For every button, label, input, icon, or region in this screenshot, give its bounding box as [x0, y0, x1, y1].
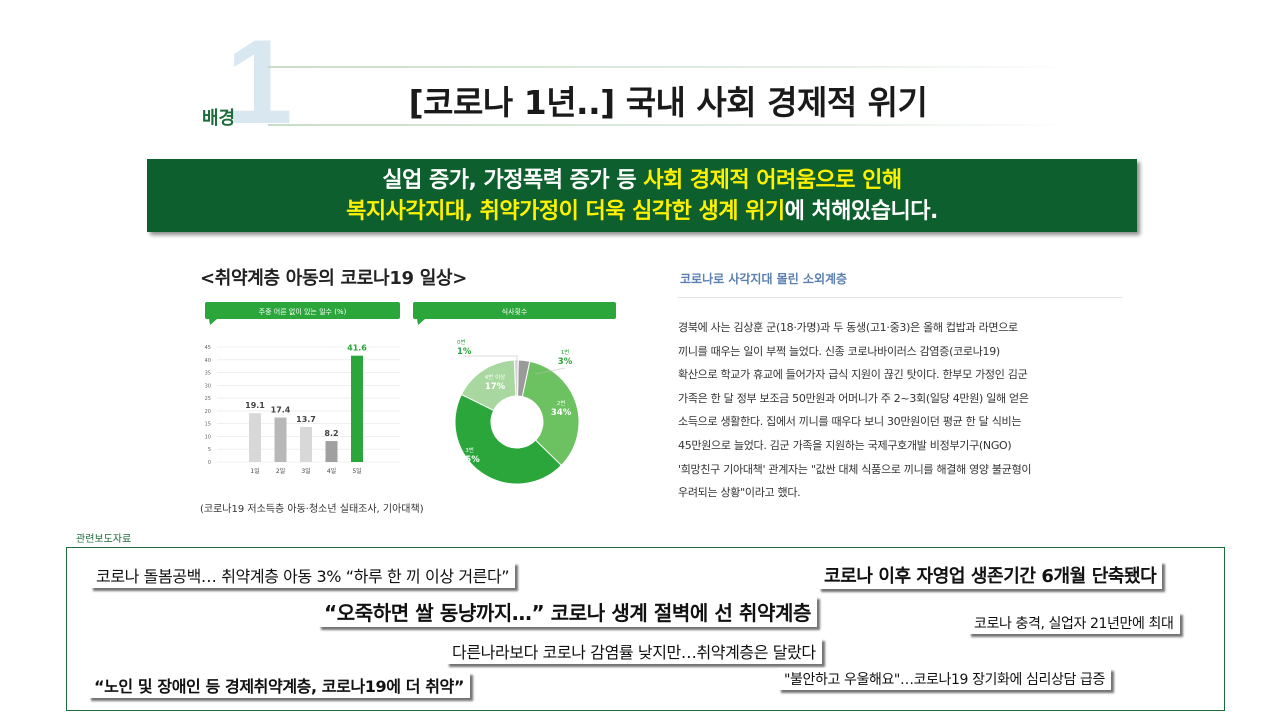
bar-y-tick-label: 0: [208, 460, 211, 466]
chart-title-tab: [413, 302, 616, 319]
article-line: 끼니를 때우는 일이 부쩍 늘었다. 신종 코로나바이러스 감염증(코로나19): [678, 344, 1000, 358]
chart-title: <취약계층 아동의 코로나19 일상>: [200, 268, 468, 289]
chart-title-tab: [205, 302, 400, 319]
news-headline: 코로나 이후 자영업 생존기간 6개월 단축됐다: [818, 561, 1163, 589]
news-box: [66, 547, 1225, 711]
pie-slice: [521, 360, 580, 467]
article-line: 소득으로 생활한다. 집에서 끼니를 때우다 보니 30만원이던 평균 한 달 …: [678, 415, 1022, 429]
pie-slice-label: 4번 이상: [485, 373, 505, 381]
section-label: 배경: [202, 108, 236, 129]
bar-x-tick-label: 1일: [250, 467, 259, 475]
bar-value-label: 8.2: [324, 429, 338, 438]
article-line: 가족은 한 달 정부 보조금 50만원과 어머니가 주 2~3회(일당 4만원)…: [678, 391, 1029, 405]
news-headline: 다른나라보다 코로나 감염률 낮지만…취약계층은 달랐다: [446, 638, 822, 664]
article-line: 경북에 사는 김상훈 군(18·가명)과 두 동생(고1·중3)은 올해 컵밥과…: [678, 321, 1018, 334]
banner-line-1: 실업 증가, 가정폭력 증가 등 사회 경제적 어려움으로 인해: [147, 165, 1137, 196]
bar-y-tick-label: 35: [205, 371, 211, 377]
article-line: 우려되는 상황"이라고 했다.: [678, 486, 801, 500]
article-line: '희망친구 기아대책' 관계자는 "값싼 대체 식품으로 끼니를 해결해 영양 …: [678, 462, 1032, 476]
chart-subtitle: 주중 어른 없이 있는 일수 (%): [259, 307, 347, 316]
bar-y-tick-label: 45: [205, 345, 211, 351]
pie-slice-value: 45%: [459, 455, 480, 465]
chart-title-tab-notch: [417, 319, 425, 325]
pie-leader-line: [463, 355, 518, 362]
news-headline: “오죽하면 쌀 동냥까지…” 코로나 생계 절벽에 선 취약계층: [318, 596, 818, 627]
chart-figure: 주중 어른 없이 있는 일수 (%) 0 5 10 15 20 25 30 35 40 45 19.1…: [205, 302, 616, 485]
pie-slice-value: 1%: [457, 347, 472, 357]
bar-y-tick-label: 20: [205, 409, 211, 415]
bar-value-label: 19.1: [245, 401, 265, 410]
banner-line-1-highlight: 사회 경제적 어려움으로 인해: [643, 168, 902, 193]
article-line: 45만원으로 늘었다. 김군 가족을 지원하는 국제구호개발 비정부기구(NGO…: [678, 438, 1012, 452]
news-headline: "불안하고 우울해요"…코로나19 장기화에 심리상담 급증: [778, 668, 1111, 690]
page-title: [코로나 1년..] 국내 사회 경제적 위기: [408, 83, 928, 122]
pie-slice-value: 3%: [558, 357, 573, 367]
news-headline: 코로나 충격, 실업자 21년만에 최대: [968, 612, 1180, 634]
bar-x-tick-label: 4일: [327, 467, 336, 475]
bar: [249, 413, 261, 462]
bar-x-tick-label: 3일: [301, 467, 310, 475]
chart-title-tab-notch: [209, 319, 217, 325]
pie-slice: [513, 359, 519, 397]
summary-banner: 실업 증가, 가정폭력 증가 등 사회 경제적 어려움으로 인해 복지사각지대,…: [147, 159, 1137, 232]
pie-leader-line: [534, 367, 566, 375]
banner-line-2-highlight: 복지사각지대, 취약가정이 더욱 심각한 생계 위기: [346, 199, 785, 224]
bar-y-tick-label: 10: [205, 434, 211, 440]
banner-line-2-text: 에 처해있습니다.: [784, 199, 939, 224]
title-rule-top: [268, 66, 1078, 68]
pie-slice-label: 1번: [561, 348, 570, 356]
bar-y-tick-label: 40: [205, 358, 211, 364]
bar-y-tick-label: 5: [208, 447, 211, 453]
bar-value-label: 17.4: [271, 406, 291, 415]
pie-slice-label: 3번: [465, 446, 474, 454]
chart-subtitle: 식사횟수: [502, 307, 528, 316]
article-title: 코로나로 사각지대 몰린 소외계층: [680, 272, 848, 286]
bar-y-tick-label: 30: [205, 383, 211, 389]
article-body: 경북에 사는 김상훈 군(18·가명)과 두 동생(고1·중3)은 올해 컵밥과…: [678, 316, 1128, 505]
bar-value-label: 41.6: [347, 344, 367, 353]
bar: [325, 441, 338, 462]
news-section-label: 관련보도자료: [76, 534, 132, 545]
bar: [351, 355, 363, 462]
article-line: 확산으로 학교가 휴교에 들어가자 급식 지원이 끊긴 탓이다. 한부모 가정인…: [678, 368, 1028, 382]
news-headline: 코로나 돌봄공백… 취약계층 아동 3% “하루 한 끼 이상 거른다”: [90, 562, 516, 588]
bar-x-tick-label: 2일: [276, 467, 285, 475]
pie-slice-label: 0번: [457, 338, 466, 346]
bar-x-tick-label: 5일: [352, 467, 361, 475]
banner-line-1-text: 실업 증가, 가정폭력 증가 등: [382, 168, 644, 193]
pie-slice-label: 2번: [557, 399, 566, 407]
article-divider: [678, 297, 1122, 298]
bar-y-tick-label: 25: [205, 396, 211, 402]
bar: [300, 426, 312, 462]
pie-slice: [454, 393, 563, 485]
pie-slice-value: 34%: [551, 408, 572, 418]
bar: [274, 417, 287, 462]
pie-slice-value: 17%: [485, 382, 506, 392]
banner-line-2: 복지사각지대, 취약가정이 더욱 심각한 생계 위기에 처해있습니다.: [147, 196, 1137, 227]
chart-source: (코로나19 저소득층 아동·청소년 실태조사, 기아대책): [200, 504, 424, 515]
bar-y-tick-label: 15: [205, 422, 211, 428]
section-number: 1: [226, 15, 293, 149]
bar-value-label: 13.7: [296, 415, 316, 424]
news-headline: “노인 및 장애인 등 경제취약계층, 코로나19에 더 취약”: [88, 672, 470, 698]
title-rule-bottom: [268, 124, 1078, 126]
